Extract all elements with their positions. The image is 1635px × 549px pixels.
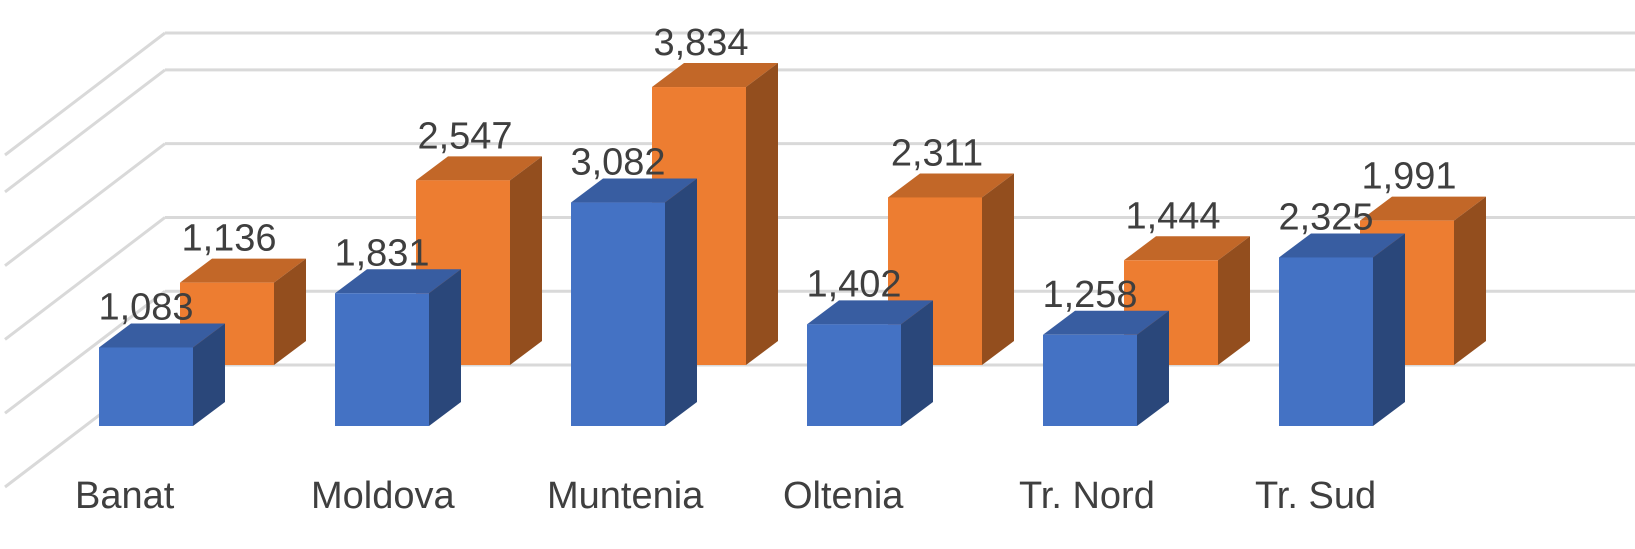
bar-series2-0 — [180, 258, 306, 365]
bar-series2-3-top — [888, 173, 1014, 198]
bar-series1-2-top — [571, 178, 697, 203]
bar-series1-3-front — [807, 324, 901, 426]
bar-series1-1-side — [429, 269, 461, 426]
bar-series1-4-front — [1043, 334, 1137, 426]
gridline-side — [4, 290, 166, 415]
bar-series2-4-side — [1218, 236, 1250, 365]
bar-series1-2-front — [571, 202, 665, 426]
bar-series1-3-side — [901, 300, 933, 426]
category-axis: Banat Moldova Muntenia Oltenia Tr. Nord Tr. S… — [75, 475, 1376, 517]
data-label-series2: 1,136 — [181, 218, 276, 260]
bar-series2-0-top — [180, 258, 306, 283]
bar-series2-2-top — [652, 63, 778, 88]
bar-series2-4-top — [1124, 236, 1250, 261]
data-label-series1: 1,083 — [98, 286, 193, 328]
data-label-series1: 2,325 — [1278, 196, 1373, 238]
bar-series1-1-top — [335, 269, 461, 294]
data-label-series1: 1,402 — [806, 263, 901, 305]
data-label-series2: 1,444 — [1125, 195, 1220, 237]
category-label: Tr. Nord — [1019, 475, 1155, 517]
bar-series1-4 — [1043, 310, 1169, 426]
bar-series1-0 — [99, 323, 225, 426]
series-1-bars — [99, 178, 1405, 426]
data-label-series2: 1,991 — [1361, 156, 1456, 198]
bar-series1-4-top — [1043, 310, 1169, 335]
gridline-side — [4, 31, 166, 157]
bar-series1-5-top — [1279, 233, 1405, 258]
bar-series2-5-top — [1360, 196, 1486, 221]
data-label-series2: 2,547 — [417, 115, 512, 157]
gridline-side — [4, 216, 166, 341]
bar-series1-5 — [1279, 233, 1405, 426]
data-label-series1: 1,831 — [334, 232, 429, 274]
category-label: Banat — [75, 475, 175, 517]
bar-series2-5-side — [1454, 196, 1486, 365]
bar-series1-1-front — [335, 293, 429, 426]
bar-series1-1 — [335, 269, 461, 426]
gridline-side — [4, 142, 166, 267]
category-label: Muntenia — [547, 475, 704, 517]
bar-series1-2 — [571, 178, 697, 426]
bar-series2-1-top — [416, 156, 542, 181]
bar-series1-0-front — [99, 347, 193, 426]
category-label: Moldova — [311, 475, 455, 517]
bar-series2-1-side — [510, 156, 542, 365]
data-label-series2: 2,311 — [891, 132, 983, 174]
bar-series1-5-side — [1373, 233, 1405, 426]
category-label: Tr. Sud — [1255, 475, 1376, 517]
data-labels: 1,136 1,083 2,547 1,831 3,834 3,082 2,311 1,402… — [98, 22, 1456, 328]
bar-series1-2-side — [665, 178, 697, 426]
bar-series2-2-side — [746, 63, 778, 365]
bar-series1-3 — [807, 300, 933, 426]
bar-series1-0-top — [99, 323, 225, 348]
data-label-series2: 3,834 — [653, 22, 748, 64]
bar-series1-5-front — [1279, 257, 1373, 426]
bar-series1-3-top — [807, 300, 933, 325]
bar-series2-3 — [888, 173, 1014, 365]
data-label-series1: 1,258 — [1042, 274, 1137, 316]
bar-series2-1 — [416, 156, 542, 365]
bar-series1-0-side — [193, 323, 225, 426]
category-label: Oltenia — [783, 475, 904, 517]
bar-series1-4-side — [1137, 310, 1169, 426]
bar-series2-3-side — [982, 173, 1014, 365]
data-label-series1: 3,082 — [570, 142, 665, 184]
gridline-side — [4, 68, 166, 194]
bar-series2-0-side — [274, 258, 306, 365]
